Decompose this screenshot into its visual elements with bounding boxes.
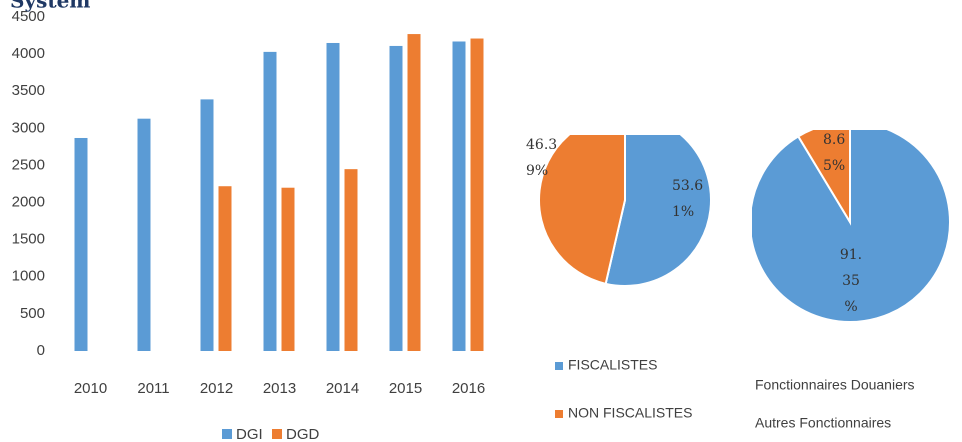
legend-swatch: [222, 429, 232, 439]
x-tick-label: 2011: [137, 380, 169, 397]
legend-label: DGI: [236, 426, 263, 442]
bar: [470, 38, 484, 351]
pie-label: 91. 35%: [840, 247, 862, 315]
bar: [452, 41, 466, 351]
pie: [538, 135, 712, 287]
legend-swatch: [555, 362, 563, 370]
pie-slice: [752, 130, 951, 323]
chart-title: System: [10, 0, 90, 13]
bar: [281, 187, 295, 351]
y-tick-label: 3500: [12, 82, 45, 99]
bar: [218, 186, 232, 351]
legend-label: DGD: [286, 426, 320, 442]
x-tick-label: 2010: [74, 380, 107, 397]
legend-label: FISCALISTES: [568, 357, 657, 373]
bar: [263, 51, 277, 351]
pie-slice: [604, 135, 712, 287]
y-tick-label: 2500: [12, 156, 45, 173]
y-tick-label: 1000: [12, 268, 45, 285]
bar: [74, 137, 88, 351]
y-tick-label: 1500: [12, 231, 45, 248]
x-tick-label: 2015: [389, 380, 422, 397]
bar: [344, 169, 358, 351]
x-tick-label: 2016: [452, 380, 485, 397]
legend-swatch: [272, 429, 282, 439]
bar: [389, 45, 403, 352]
legend-swatch: [555, 410, 563, 418]
x-tick-label: 2014: [326, 380, 359, 397]
pie-label: 46.3 9%: [526, 137, 557, 179]
y-tick-label: 4000: [12, 45, 45, 62]
bar: [137, 118, 151, 351]
y-tick-label: 0: [37, 342, 45, 359]
pie-label: 53.6 1%: [672, 178, 703, 220]
legend-label: NON FISCALISTES: [568, 405, 692, 421]
legend-label: Fonctionnaires Douaniers: [755, 377, 915, 393]
bar: [407, 34, 421, 352]
pie: [752, 130, 951, 323]
x-tick-label: 2012: [200, 380, 233, 397]
y-tick-label: 3000: [12, 119, 45, 136]
x-tick-label: 2013: [263, 380, 296, 397]
y-tick-label: 500: [20, 305, 45, 322]
bar: [326, 42, 340, 351]
y-tick-label: 2000: [12, 194, 45, 211]
pie-slice: [796, 130, 851, 226]
legend-label: Autres Fonctionnaires: [755, 415, 891, 431]
y-tick-label: 4500: [12, 8, 45, 25]
bar: [200, 99, 214, 352]
pie-label: 8.6 5%: [823, 132, 845, 174]
pie-slice: [538, 135, 626, 285]
